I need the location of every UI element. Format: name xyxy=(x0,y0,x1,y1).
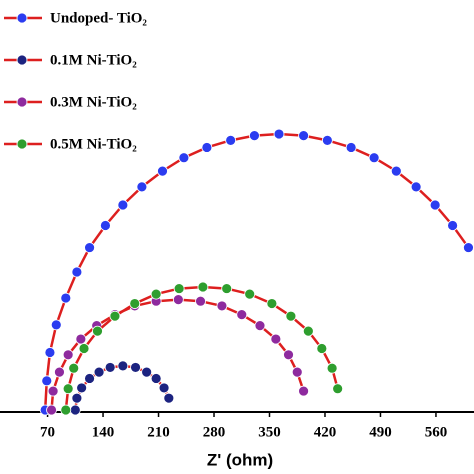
data-point xyxy=(249,130,260,142)
data-point xyxy=(158,382,170,394)
data-point xyxy=(130,362,141,373)
data-point xyxy=(60,404,72,416)
data-point xyxy=(173,283,185,294)
data-point xyxy=(447,220,458,231)
x-tick-label: 210 xyxy=(147,424,170,440)
data-point xyxy=(298,130,309,142)
data-point xyxy=(285,310,297,322)
data-point xyxy=(163,392,175,404)
data-point xyxy=(41,375,53,387)
data-point xyxy=(326,362,338,374)
data-point xyxy=(201,142,213,153)
data-point xyxy=(54,366,65,378)
legend-marker xyxy=(16,12,28,24)
legend-label: 0.5M Ni-TiO₂ xyxy=(50,136,137,152)
data-point xyxy=(270,333,282,345)
data-point xyxy=(46,404,57,416)
data-point xyxy=(136,181,148,193)
data-point xyxy=(84,373,95,384)
data-point xyxy=(150,373,162,384)
data-point xyxy=(117,199,129,211)
data-point xyxy=(216,300,228,312)
legend-marker xyxy=(16,138,28,150)
data-point xyxy=(47,385,59,397)
data-point xyxy=(69,404,81,416)
data-point xyxy=(390,165,402,177)
data-point xyxy=(254,320,266,332)
x-tick-label: 140 xyxy=(92,424,115,440)
data-point xyxy=(298,385,309,397)
data-point xyxy=(197,281,209,293)
data-point xyxy=(62,349,74,361)
x-tick-label: 280 xyxy=(203,424,226,440)
data-point xyxy=(266,298,278,309)
data-point xyxy=(291,366,303,378)
data-point xyxy=(463,242,474,253)
data-point xyxy=(93,366,105,378)
data-point xyxy=(283,349,294,361)
legend-label: 0.1M Ni-TiO₂ xyxy=(50,52,137,68)
data-point xyxy=(104,362,116,373)
fit-line xyxy=(50,298,305,411)
data-point xyxy=(109,310,121,322)
data-point xyxy=(316,343,328,354)
fit-line xyxy=(74,364,170,411)
data-point xyxy=(129,298,141,309)
data-point xyxy=(60,292,72,304)
legend-label: Undoped- TiO₂ xyxy=(50,10,147,26)
data-point xyxy=(71,266,83,278)
x-tick-label: 560 xyxy=(425,424,448,440)
data-point xyxy=(273,128,285,140)
data-point xyxy=(50,319,62,331)
data-point xyxy=(429,199,441,211)
data-point xyxy=(345,142,357,153)
data-point xyxy=(178,152,190,164)
data-point xyxy=(332,383,344,395)
data-point xyxy=(71,392,83,404)
x-axis-label: Z' (ohm) xyxy=(207,450,273,469)
data-point xyxy=(62,383,74,395)
data-point xyxy=(76,382,88,394)
data-point xyxy=(68,362,80,374)
data-point xyxy=(75,333,87,345)
data-point xyxy=(150,288,162,300)
data-point xyxy=(141,366,153,378)
data-point xyxy=(368,152,380,164)
data-point xyxy=(78,343,90,354)
data-point xyxy=(100,220,111,231)
data-point xyxy=(44,347,56,358)
data-point xyxy=(221,283,233,294)
data-point xyxy=(117,360,129,372)
data-point xyxy=(225,134,237,146)
legend-marker xyxy=(16,54,28,66)
x-tick-label: 70 xyxy=(40,424,55,440)
data-point xyxy=(172,294,184,306)
data-point xyxy=(195,295,206,307)
legend-label: 0.3M Ni-TiO₂ xyxy=(50,94,137,110)
data-point xyxy=(410,181,422,193)
data-point xyxy=(302,325,314,337)
legend-marker xyxy=(16,96,28,108)
data-point xyxy=(244,288,256,300)
data-point xyxy=(84,242,95,253)
data-point xyxy=(157,165,168,177)
data-point xyxy=(236,309,248,320)
x-tick-label: 490 xyxy=(369,424,392,440)
data-point xyxy=(92,325,103,337)
x-tick-label: 420 xyxy=(314,424,337,440)
data-point xyxy=(321,134,333,146)
x-tick-label: 350 xyxy=(258,424,281,440)
